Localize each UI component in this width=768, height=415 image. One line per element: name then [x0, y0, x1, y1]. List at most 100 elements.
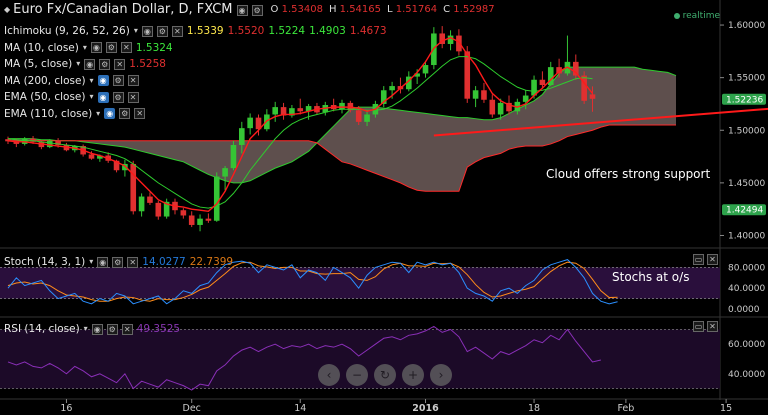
ref-price-label: 1.42494	[726, 206, 763, 216]
settings-icon[interactable]: ⚙	[119, 108, 131, 119]
eye-icon[interactable]: ◉	[90, 42, 102, 53]
indicator-value: 1.5324	[135, 41, 173, 54]
caret-icon[interactable]: ▾	[82, 42, 87, 52]
caret-icon[interactable]: ▾	[89, 75, 94, 85]
candle	[439, 33, 445, 44]
ohlc-key: L	[387, 4, 393, 15]
candle	[113, 160, 120, 171]
close-icon[interactable]: ✕	[121, 323, 133, 335]
caret-icon[interactable]: ▾	[133, 26, 138, 35]
settings-icon[interactable]: ⚙	[251, 4, 263, 16]
candle	[30, 138, 36, 142]
realtime-dot-icon	[673, 13, 680, 19]
price-axis: 1.40000 1.45000 1.50000 1.55000 1.60000 1.522…	[720, 21, 766, 241]
ohlc-value: 1.52987	[450, 4, 495, 15]
candle	[297, 108, 304, 112]
last-price-label: 1.52236	[726, 95, 763, 105]
settings-icon[interactable]: ⚙	[112, 256, 124, 268]
candle	[5, 139, 11, 142]
indicator-label: Ichimoku (9, 26, 52, 26)	[4, 25, 130, 37]
stoch-panel-controls: ▭ ✕	[693, 254, 718, 265]
stoch-label: Stoch (14, 3, 1)	[4, 256, 86, 268]
x-tick-label: Feb	[617, 403, 634, 414]
settings-icon[interactable]: ⚙	[112, 75, 124, 86]
indicator-legend-row: EMA (110, close) ▾ ◉ ⚙ ✕	[4, 107, 146, 121]
close-icon[interactable]: ✕	[127, 91, 139, 103]
x-tick-label: 14	[294, 403, 306, 414]
candle	[406, 76, 412, 90]
maximize-icon[interactable]: ▭	[693, 321, 704, 332]
chart-title-row: ◆ Euro Fx/Canadian Dollar, D, FXCM ◉ ⚙ O…	[4, 3, 495, 17]
candle	[147, 196, 153, 203]
y-tick-label: 1.55000	[728, 74, 765, 84]
zoom-out-icon[interactable]: ‹	[318, 364, 340, 386]
indicator-legend-row: MA (10, close) ▾ ◉ ⚙ ✕ 1.5324	[4, 41, 173, 55]
candle	[305, 106, 312, 112]
y-tick-label: 1.60000	[728, 21, 765, 31]
indicator-legend-row: Ichimoku (9, 26, 52, 26) ▾ ◉ ⚙ ✕ 1.5339 1.5520…	[4, 24, 387, 38]
close-icon[interactable]: ✕	[707, 254, 718, 265]
stoch-tick-label: 0.0000	[728, 305, 760, 315]
eye-icon[interactable]: ◉	[236, 4, 248, 16]
eye-icon[interactable]: ◉	[141, 25, 153, 37]
candle	[489, 99, 496, 115]
scroll-left-icon[interactable]: −	[346, 364, 368, 386]
indicator-value: 1.5520	[227, 25, 265, 37]
indicator-value: 22.7399	[189, 256, 234, 268]
candle	[97, 155, 103, 159]
eye-icon[interactable]: ◉	[104, 108, 116, 119]
close-icon[interactable]: ✕	[120, 42, 132, 53]
ohlc-value: 1.54165	[336, 4, 381, 15]
candle	[155, 202, 162, 217]
candle	[414, 73, 420, 77]
close-icon[interactable]: ✕	[707, 321, 718, 332]
close-icon[interactable]: ✕	[171, 25, 183, 37]
symbol-dropdown[interactable]: ◆ Euro Fx/Canadian Dollar, D, FXCM	[4, 3, 233, 17]
candle	[506, 102, 512, 112]
x-tick-label: 15	[720, 403, 732, 414]
close-icon[interactable]: ✕	[114, 58, 126, 70]
indicator-legend-row: MA (5, close) ▾ ◉ ⚙ ✕ 1.5258	[4, 57, 166, 71]
support-trendline	[433, 107, 768, 137]
settings-icon[interactable]: ⚙	[99, 58, 111, 70]
close-icon[interactable]: ✕	[127, 256, 139, 268]
moving-averages	[7, 36, 768, 213]
stoch-band	[0, 267, 720, 299]
settings-icon[interactable]: ⚙	[112, 91, 124, 103]
reset-icon[interactable]: ↻	[374, 364, 396, 386]
candle	[581, 75, 587, 101]
indicator-value: 1.5258	[129, 58, 166, 70]
close-icon[interactable]: ✕	[127, 75, 139, 86]
rsi-line	[7, 325, 601, 391]
eye-icon[interactable]: ◉	[97, 75, 109, 86]
indicator-value: 14.0277	[142, 256, 186, 268]
caret-icon[interactable]: ▾	[83, 324, 88, 333]
y-tick-label: 1.40000	[728, 231, 765, 241]
eye-icon[interactable]: ◉	[84, 58, 96, 70]
caret-icon[interactable]: ▾	[89, 257, 94, 266]
stoch-annotation: Stochs at o/s	[612, 270, 690, 284]
settings-icon[interactable]: ⚙	[156, 25, 168, 37]
candle	[255, 117, 262, 130]
maximize-icon[interactable]: ▭	[693, 254, 704, 265]
eye-icon[interactable]: ◉	[97, 91, 109, 103]
caret-icon[interactable]: ▾	[89, 92, 94, 101]
zoom-in-icon[interactable]: +	[402, 364, 424, 386]
candle	[573, 61, 579, 76]
eye-icon[interactable]: ◉	[91, 323, 103, 335]
close-icon[interactable]: ✕	[134, 108, 146, 119]
eye-icon[interactable]: ◉	[97, 256, 109, 268]
x-tick-label: 2016	[412, 403, 439, 414]
candle	[230, 144, 237, 169]
candle	[522, 95, 529, 102]
settings-icon[interactable]: ⚙	[106, 323, 118, 335]
caret-icon[interactable]: ▾	[96, 108, 101, 118]
caret-icon[interactable]: ▾	[76, 59, 81, 68]
rsi-panel-controls: ▭ ✕	[693, 321, 718, 332]
scroll-right-icon[interactable]: ›	[430, 364, 452, 386]
candle	[130, 163, 137, 212]
settings-icon[interactable]: ⚙	[105, 42, 117, 53]
candle	[380, 90, 387, 104]
ref-price-badge	[722, 204, 766, 216]
indicator-label: EMA (50, close)	[4, 91, 86, 103]
